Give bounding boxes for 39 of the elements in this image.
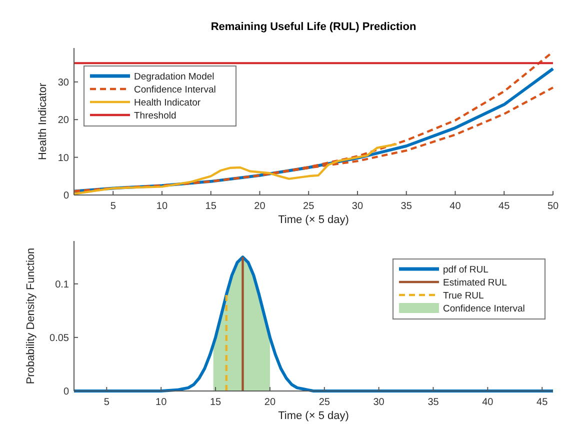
y-tick-label: 0 [63,190,70,202]
chart-title: Remaining Useful Life (RUL) Prediction [210,21,416,33]
y-tick-label: 0.1 [55,279,70,290]
y-tick-label: 0 [63,386,70,398]
x-tick-label: 30 [373,397,385,408]
x-tick-label: 50 [547,201,559,212]
x-tick-label: 35 [400,201,412,212]
y-tick-label: 20 [58,115,70,126]
legend-label: Degradation Model [134,72,214,82]
y-tick-label: 30 [58,77,70,88]
y-tick-label: 0.05 [50,332,70,344]
x-tick-label: 25 [318,397,330,408]
x-axis-title: Time (× 5 day) [278,214,349,226]
x-tick-label: 40 [482,397,494,408]
x-tick-label: 10 [156,397,168,408]
x-tick-label: 45 [498,201,510,212]
x-tick-label: 35 [428,397,440,408]
legend-label: Health Indicator [134,98,201,108]
legend-label: Threshold [134,110,176,122]
x-tick-label: 15 [210,397,222,408]
y-tick-label: 10 [58,152,70,164]
y-axis-title: Probability Density Function [25,248,37,384]
x-tick-label: 45 [536,397,548,408]
x-tick-label: 20 [254,201,266,212]
legend-label: Confidence Interval [443,304,525,314]
legend-label: Estimated RUL [443,278,507,288]
x-tick-label: 15 [205,201,217,212]
legend-label: pdf of RUL [443,264,488,276]
x-tick-label: 5 [110,201,116,212]
x-tick-label: 20 [264,397,276,408]
x-tick-label: 5 [104,397,110,408]
x-axis-title: Time (× 5 day) [278,410,349,422]
x-tick-label: 30 [352,201,364,212]
legend-label: Confidence Interval [134,84,216,96]
legend-label: True RUL [443,290,484,302]
x-tick-label: 25 [303,201,315,212]
y-axis-title: Health Indicator [37,82,49,160]
x-tick-label: 10 [156,201,168,212]
x-tick-label: 40 [450,201,462,212]
